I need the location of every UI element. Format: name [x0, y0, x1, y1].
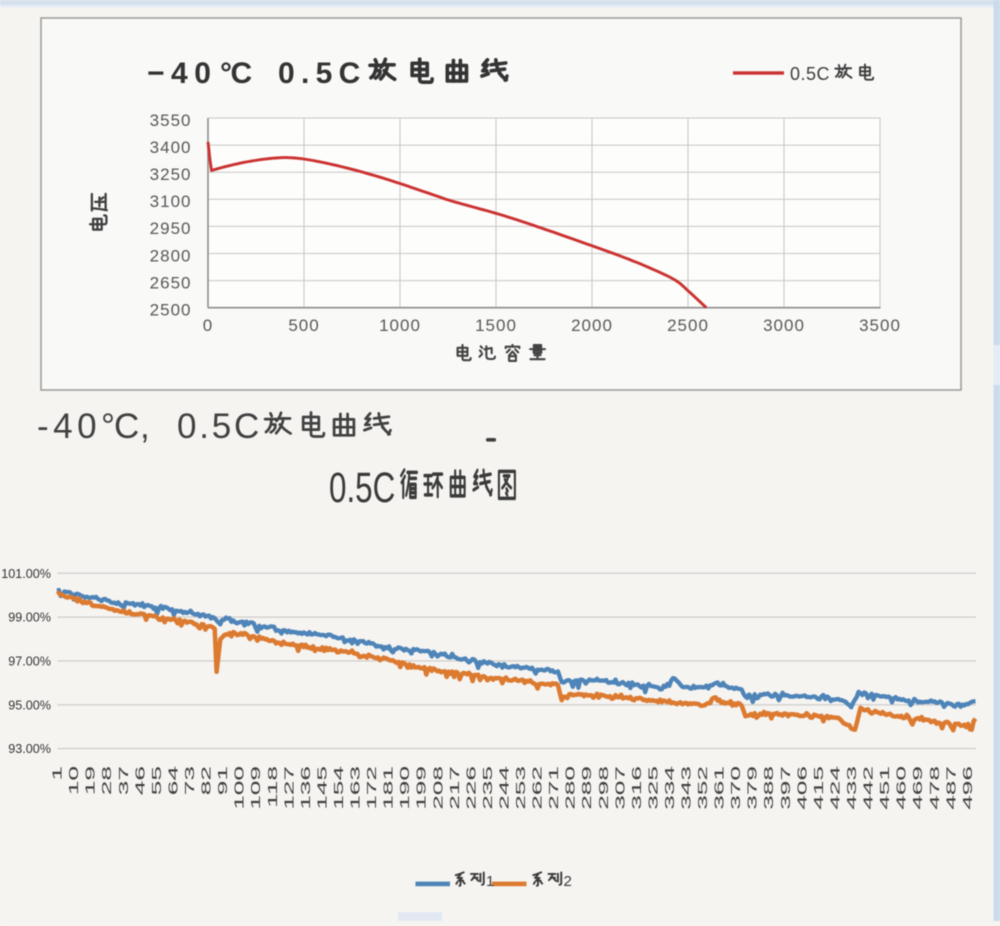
- svg-text:136: 136: [299, 766, 313, 810]
- svg-text:91: 91: [216, 766, 230, 795]
- svg-text:2000: 2000: [571, 316, 613, 335]
- svg-text:379: 379: [745, 766, 759, 810]
- svg-text:361: 361: [712, 766, 726, 810]
- svg-text:0.5C: 0.5C: [278, 57, 367, 90]
- svg-text:46: 46: [133, 766, 147, 795]
- svg-text:298: 298: [597, 766, 611, 810]
- svg-text:3400: 3400: [150, 138, 192, 157]
- svg-text:3550: 3550: [150, 111, 192, 130]
- svg-text:1: 1: [486, 873, 494, 890]
- svg-text:208: 208: [431, 766, 445, 810]
- svg-text:235: 235: [481, 766, 495, 810]
- svg-text:325: 325: [646, 766, 660, 810]
- svg-text:1: 1: [50, 766, 64, 781]
- svg-text:28: 28: [100, 766, 114, 795]
- svg-text:,: ,: [140, 407, 150, 446]
- svg-text:64: 64: [166, 766, 180, 795]
- svg-text:451: 451: [878, 766, 892, 810]
- svg-text:307: 307: [613, 766, 627, 810]
- svg-text:289: 289: [580, 766, 594, 810]
- svg-text:82: 82: [199, 766, 213, 795]
- svg-text:433: 433: [845, 766, 859, 810]
- svg-text:100: 100: [232, 766, 246, 810]
- svg-text:199: 199: [414, 766, 428, 810]
- svg-text:93.00%: 93.00%: [8, 742, 51, 756]
- svg-text:154: 154: [332, 766, 346, 810]
- svg-text:487: 487: [944, 766, 958, 810]
- svg-text:3000: 3000: [763, 316, 805, 335]
- svg-text:3250: 3250: [150, 165, 192, 184]
- svg-text:0: 0: [203, 316, 213, 335]
- svg-text:442: 442: [861, 766, 875, 810]
- svg-text:73: 73: [183, 766, 197, 795]
- svg-text:388: 388: [762, 766, 776, 810]
- svg-text:−40: −40: [147, 57, 217, 90]
- svg-text:3500: 3500: [859, 316, 901, 335]
- svg-text:2: 2: [564, 873, 572, 890]
- svg-text:334: 334: [663, 766, 677, 810]
- svg-text:1000: 1000: [379, 316, 421, 335]
- svg-text:101.00%: 101.00%: [1, 567, 51, 581]
- svg-text:0.5C: 0.5C: [329, 463, 395, 511]
- svg-text:226: 226: [464, 766, 478, 810]
- svg-text:271: 271: [547, 766, 561, 810]
- svg-text:460: 460: [894, 766, 908, 810]
- svg-text:118: 118: [266, 766, 280, 808]
- svg-text:0.5C: 0.5C: [177, 407, 262, 446]
- svg-text:99.00%: 99.00%: [8, 611, 51, 625]
- svg-text:496: 496: [961, 766, 975, 810]
- svg-text:10: 10: [67, 766, 81, 795]
- svg-text:280: 280: [563, 766, 577, 810]
- svg-text:424: 424: [828, 766, 842, 810]
- svg-text:145: 145: [315, 766, 329, 810]
- svg-text:109: 109: [249, 766, 263, 810]
- svg-text:3100: 3100: [150, 192, 192, 211]
- svg-text:163: 163: [348, 766, 362, 810]
- svg-text:352: 352: [696, 766, 710, 810]
- svg-text:37: 37: [117, 766, 131, 795]
- svg-text:397: 397: [779, 766, 793, 810]
- svg-text:95.00%: 95.00%: [8, 698, 51, 712]
- svg-text:181: 181: [381, 766, 395, 810]
- svg-text:370: 370: [729, 766, 743, 810]
- svg-text:55: 55: [150, 766, 164, 795]
- svg-text:°C: °C: [101, 407, 138, 446]
- svg-text:244: 244: [497, 766, 511, 810]
- svg-text:2500: 2500: [667, 316, 709, 335]
- svg-text:415: 415: [812, 766, 826, 810]
- svg-text:2650: 2650: [150, 273, 192, 292]
- svg-text:2500: 2500: [150, 301, 192, 320]
- svg-text:406: 406: [795, 766, 809, 810]
- svg-text:253: 253: [514, 766, 528, 810]
- svg-text:262: 262: [530, 766, 544, 810]
- svg-text:172: 172: [365, 766, 379, 810]
- svg-text:469: 469: [911, 766, 925, 810]
- svg-text:°C: °C: [220, 57, 251, 90]
- svg-text:500: 500: [288, 316, 319, 335]
- svg-text:1500: 1500: [475, 316, 517, 335]
- svg-text:2950: 2950: [150, 219, 192, 238]
- svg-text:217: 217: [448, 766, 462, 810]
- svg-text:0.5C: 0.5C: [790, 64, 830, 84]
- svg-text:343: 343: [679, 766, 693, 810]
- svg-text:97.00%: 97.00%: [8, 655, 51, 669]
- svg-text:127: 127: [282, 766, 296, 810]
- svg-text:2800: 2800: [150, 246, 192, 265]
- svg-text:-40: -40: [37, 407, 101, 446]
- svg-text:190: 190: [398, 766, 412, 810]
- svg-text:19: 19: [83, 766, 97, 795]
- svg-text:478: 478: [928, 766, 942, 810]
- svg-text:316: 316: [630, 766, 644, 810]
